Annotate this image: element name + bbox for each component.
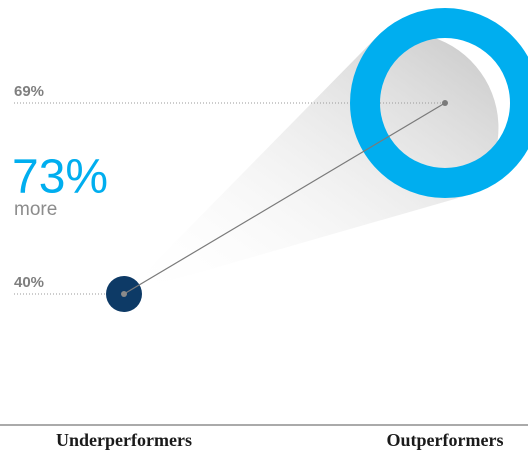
value-label: 40% [14, 274, 44, 291]
plot: 40% Underperformers 69% Outperformers [14, 8, 528, 450]
bubble [350, 8, 528, 198]
annotation-sub: more [14, 199, 57, 220]
connector [123, 102, 446, 295]
value-label: 69% [14, 83, 44, 100]
dot [121, 291, 127, 297]
annotation: 73% [12, 151, 108, 204]
category-label: Outperformers [387, 430, 504, 450]
dot [442, 100, 448, 106]
category-label: Underperformers [56, 430, 192, 450]
cone [124, 32, 499, 294]
